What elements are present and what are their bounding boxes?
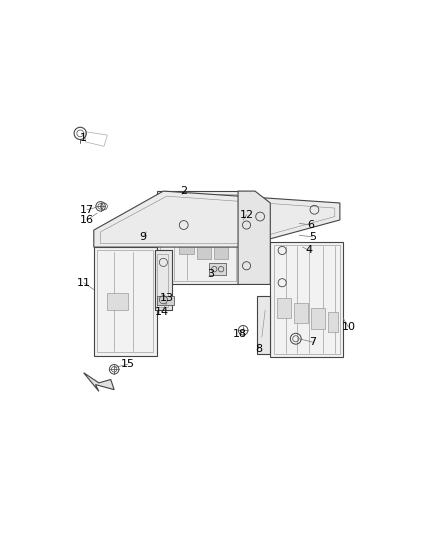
Polygon shape xyxy=(179,239,194,254)
Polygon shape xyxy=(107,293,128,310)
Text: 15: 15 xyxy=(121,359,135,369)
Polygon shape xyxy=(156,296,173,305)
Polygon shape xyxy=(238,191,270,285)
Text: 13: 13 xyxy=(160,293,174,303)
Polygon shape xyxy=(294,303,307,324)
Text: 12: 12 xyxy=(240,210,254,220)
Polygon shape xyxy=(257,296,270,354)
Text: 6: 6 xyxy=(307,220,314,230)
Polygon shape xyxy=(156,191,240,285)
Text: 17: 17 xyxy=(80,205,94,215)
Polygon shape xyxy=(84,373,114,391)
Polygon shape xyxy=(197,198,211,259)
Text: 10: 10 xyxy=(341,322,355,332)
Text: 14: 14 xyxy=(155,306,169,317)
Text: 7: 7 xyxy=(309,337,316,347)
Polygon shape xyxy=(209,263,226,275)
Text: 9: 9 xyxy=(139,232,147,242)
Text: 11: 11 xyxy=(77,278,91,288)
Text: 8: 8 xyxy=(255,344,262,354)
Polygon shape xyxy=(277,298,291,318)
Text: 4: 4 xyxy=(306,246,313,255)
Polygon shape xyxy=(214,198,228,259)
Polygon shape xyxy=(328,312,338,332)
Text: 2: 2 xyxy=(180,186,187,196)
Polygon shape xyxy=(270,242,343,358)
Polygon shape xyxy=(155,251,172,310)
Text: 5: 5 xyxy=(309,232,316,242)
Polygon shape xyxy=(311,308,325,328)
Text: 1: 1 xyxy=(80,133,87,143)
Text: 3: 3 xyxy=(208,269,214,279)
Text: 16: 16 xyxy=(80,215,94,225)
Text: 18: 18 xyxy=(233,329,247,338)
Polygon shape xyxy=(94,247,156,356)
Polygon shape xyxy=(94,191,340,247)
